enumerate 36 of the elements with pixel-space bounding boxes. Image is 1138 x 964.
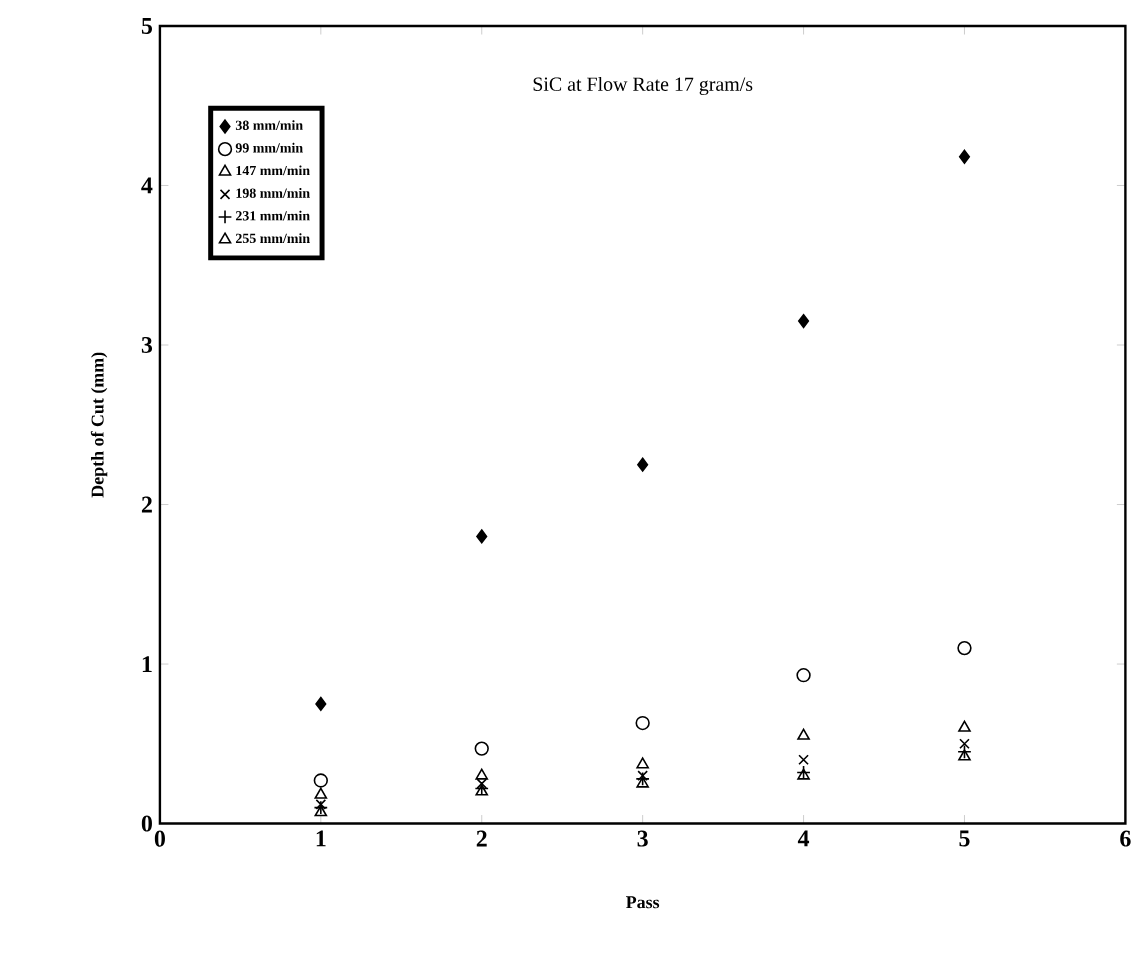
y-tick-label: 3 bbox=[141, 337, 153, 354]
point bbox=[314, 787, 328, 800]
text: SiC at Flow Rate 17 gram/s bbox=[533, 77, 753, 96]
point bbox=[315, 696, 327, 712]
x-tick-label: 4 bbox=[797, 830, 810, 847]
x-tick-label: 5 bbox=[959, 830, 970, 847]
point bbox=[796, 668, 811, 683]
x-tick-label: 2 bbox=[476, 830, 487, 847]
y-tick-label: 5 bbox=[141, 18, 152, 35]
x-tick-label: 0 bbox=[154, 830, 165, 847]
point bbox=[798, 754, 809, 766]
y-tick-label: 2 bbox=[141, 496, 152, 513]
point bbox=[958, 149, 971, 165]
y-tick-label: 1 bbox=[142, 656, 152, 673]
point bbox=[476, 529, 488, 544]
y-tick-label: 4 bbox=[141, 177, 153, 194]
point bbox=[637, 457, 649, 473]
x-tick-label: 6 bbox=[1120, 830, 1131, 847]
x-tick-label: 3 bbox=[637, 830, 648, 847]
point bbox=[797, 314, 810, 329]
point bbox=[957, 641, 972, 656]
x-axis-title: Pass bbox=[626, 896, 660, 909]
point bbox=[635, 716, 650, 731]
point bbox=[313, 773, 328, 788]
point bbox=[474, 741, 489, 756]
point bbox=[475, 768, 489, 780]
point bbox=[315, 799, 327, 810]
point bbox=[797, 728, 810, 741]
point bbox=[958, 720, 971, 733]
point bbox=[636, 757, 649, 769]
point bbox=[637, 770, 648, 782]
y-tick-label: 0 bbox=[141, 815, 152, 832]
point bbox=[314, 805, 328, 817]
y-axis-title: Depth of Cut (mm) bbox=[90, 352, 108, 498]
point bbox=[636, 776, 649, 788]
x-tick-label: 1 bbox=[316, 830, 326, 847]
